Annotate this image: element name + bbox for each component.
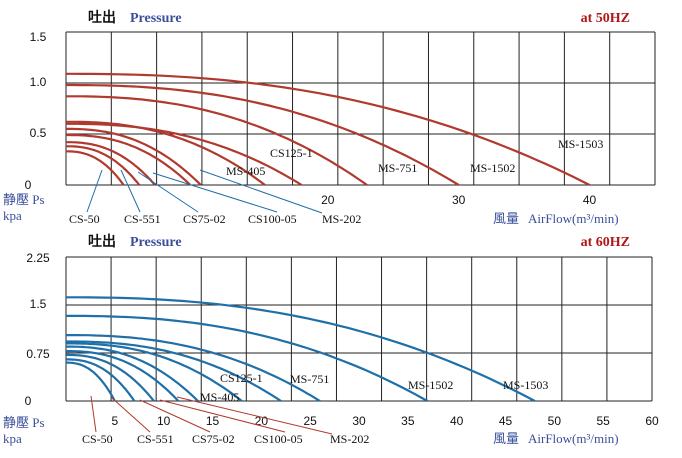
series-label-ms405-60hz: MS-405 (200, 390, 239, 404)
series-label-ms751-50hz: MS-751 (378, 161, 417, 175)
ytick-50hz-1: 0.5 (30, 126, 47, 140)
xtick-label: 35 (401, 414, 415, 428)
series-label-cs7502-50hz: CS75-02 (183, 212, 226, 226)
xtick-label: 20 (321, 193, 335, 207)
series-label-cs7502-60hz: CS75-02 (192, 432, 235, 446)
series-label-ms202-60hz: MS-202 (330, 432, 369, 446)
series-label-ms202-50hz: MS-202 (322, 212, 361, 226)
leader-cs7502-50hz (137, 171, 199, 213)
curve-ms405 (66, 120, 266, 186)
xtick-label: 50 (548, 414, 562, 428)
leaders-50hz (86, 169, 323, 214)
series-label-cs50-50hz: CS-50 (69, 212, 100, 226)
ytick-60hz-2: 1.5 (30, 297, 47, 311)
series-label-cs1251-60hz: CS125-1 (220, 371, 263, 385)
leader-ms202-50hz (199, 169, 323, 214)
leader-cs551-50hz (120, 169, 141, 213)
curve-ms751 (66, 334, 321, 402)
curve-ms405 (66, 342, 243, 402)
xtick-label: 45 (499, 414, 513, 428)
leader-cs50-50hz (86, 169, 103, 213)
xtick-label: 10 (157, 414, 171, 428)
curve-ms1502 (66, 314, 428, 402)
frequency-label-50hz: at 50HZ (581, 11, 630, 26)
series-label-cs10005-60hz: CS100-05 (254, 432, 303, 446)
leaders-60hz (90, 395, 333, 435)
series-label-ms1502-50hz: MS-1502 (470, 161, 515, 175)
series-label-ms1503-50hz: MS-1503 (558, 137, 603, 151)
xtick-label: 40 (583, 193, 597, 207)
curve-cs50 (66, 361, 116, 402)
leader-cs10005-60hz (159, 399, 286, 433)
ylabel-unit-50hz: kpa (3, 208, 22, 223)
curve-cs7502 (66, 141, 156, 186)
frequency-label-60hz: at 60HZ (581, 235, 630, 250)
title-en-50hz: Pressure (130, 11, 182, 26)
curve-ms1502 (66, 83, 460, 186)
curve-ms1503 (66, 72, 591, 186)
curves-60hz (66, 296, 536, 402)
ytick-60hz-0: 0 (25, 394, 32, 408)
curve-cs7502 (66, 353, 155, 402)
curve-cs50 (66, 150, 125, 186)
xtick-label: 15 (206, 414, 220, 428)
curve-ms202 (66, 345, 199, 402)
title-en-60hz: Pressure (130, 235, 182, 250)
curve-cs10005 (66, 350, 180, 402)
leader-cs551-60hz (111, 397, 151, 433)
series-label-cs551-50hz: CS-551 (124, 212, 161, 226)
chart-60hz: 吐出 Pressure at 60HZ 0 0.75 1.5 2.25 5 10 1… (3, 233, 659, 446)
curve-cs10005 (66, 133, 192, 186)
xtick-label: 30 (452, 193, 466, 207)
leader-cs50-60hz (90, 395, 97, 433)
curve-cs1251 (66, 340, 282, 402)
ytick-60hz-3: 2.25 (26, 251, 50, 265)
xlabel-en-50hz: AirFlow(m³/min) (528, 211, 619, 226)
leader-ms202-60hz (176, 396, 333, 435)
ytick-50hz-0: 0 (25, 178, 32, 192)
grid-50hz (65, 31, 656, 186)
ylabel-cn-50hz: 静壓 Ps (3, 192, 45, 207)
curve-cs551 (66, 358, 136, 402)
title-cn-60hz: 吐出 (88, 233, 116, 250)
curves-50hz (66, 72, 591, 186)
curve-ms751 (66, 95, 368, 186)
ytick-50hz-2: 1.0 (30, 75, 47, 89)
xtick-label: 25 (303, 414, 317, 428)
xtick-label: 30 (352, 414, 366, 428)
xtick-label: 5 (111, 414, 118, 428)
ytick-50hz-3: 1.5 (30, 30, 47, 44)
series-label-ms405-50hz: MS-405 (226, 164, 265, 178)
curve-ms1503 (66, 296, 536, 402)
xtick-label: 60 (645, 414, 659, 428)
xticks-60hz: 5 10 15 20 25 30 35 40 45 50 55 60 (111, 414, 659, 428)
xtick-label: 40 (450, 414, 464, 428)
xlabel-cn-60hz: 風量 (493, 431, 519, 446)
series-label-ms1502-60hz: MS-1502 (408, 378, 453, 392)
curve-cs551 (66, 145, 141, 186)
series-label-cs1251-50hz: CS125-1 (270, 146, 313, 160)
series-label-cs10005-50hz: CS100-05 (248, 212, 297, 226)
series-label-ms1503-60hz: MS-1503 (503, 378, 548, 392)
curve-cs1251 (66, 122, 303, 186)
xlabel-en-60hz: AirFlow(m³/min) (528, 431, 619, 446)
ylabel-unit-60hz: kpa (3, 431, 22, 446)
curve-ms202 (66, 127, 202, 186)
ylabel-cn-60hz: 静壓 Ps (3, 415, 45, 430)
series-label-cs551-60hz: CS-551 (137, 432, 174, 446)
series-label-cs50-60hz: CS-50 (82, 432, 113, 446)
series-label-ms751-60hz: MS-751 (290, 372, 329, 386)
chart-50hz: 吐出 Pressure at 50HZ 0 0.5 1.0 1.5 20 30 40… (3, 9, 656, 226)
xticks-50hz: 20 30 40 (321, 193, 596, 207)
leader-cs10005-50hz (152, 172, 278, 213)
title-cn-50hz: 吐出 (88, 9, 116, 26)
xlabel-cn-50hz: 風量 (493, 211, 519, 226)
leader-cs7502-60hz (139, 399, 211, 433)
xtick-label: 55 (596, 414, 610, 428)
ytick-60hz-1: 0.75 (26, 347, 50, 361)
